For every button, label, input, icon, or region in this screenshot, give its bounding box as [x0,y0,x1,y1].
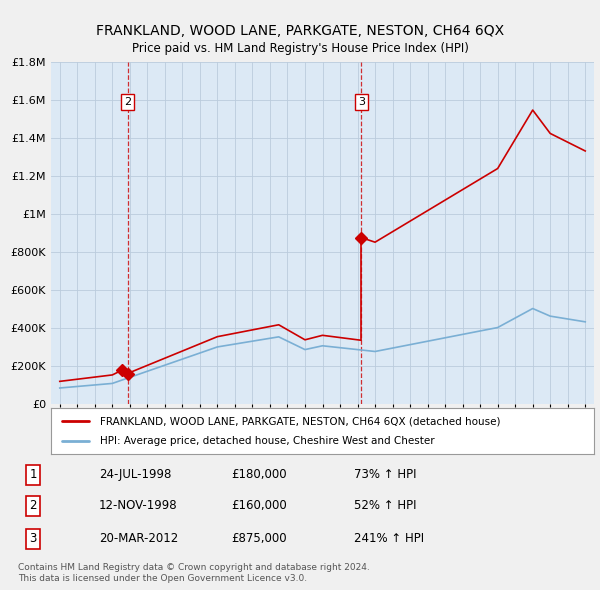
Text: 1: 1 [29,468,37,481]
Text: 52% ↑ HPI: 52% ↑ HPI [354,499,416,513]
Text: 241% ↑ HPI: 241% ↑ HPI [354,532,424,546]
Text: 3: 3 [29,532,37,546]
Text: FRANKLAND, WOOD LANE, PARKGATE, NESTON, CH64 6QX (detached house): FRANKLAND, WOOD LANE, PARKGATE, NESTON, … [100,416,500,426]
Text: FRANKLAND, WOOD LANE, PARKGATE, NESTON, CH64 6QX: FRANKLAND, WOOD LANE, PARKGATE, NESTON, … [96,24,504,38]
Text: 12-NOV-1998: 12-NOV-1998 [99,499,178,513]
Text: £875,000: £875,000 [231,532,287,546]
Text: HPI: Average price, detached house, Cheshire West and Chester: HPI: Average price, detached house, Ches… [100,437,434,447]
Text: £160,000: £160,000 [231,499,287,513]
Text: 20-MAR-2012: 20-MAR-2012 [99,532,178,546]
Text: 3: 3 [358,97,365,107]
Text: 2: 2 [124,97,131,107]
Text: Price paid vs. HM Land Registry's House Price Index (HPI): Price paid vs. HM Land Registry's House … [131,42,469,55]
Text: £180,000: £180,000 [231,468,287,481]
Text: 24-JUL-1998: 24-JUL-1998 [99,468,172,481]
Text: 73% ↑ HPI: 73% ↑ HPI [354,468,416,481]
Text: Contains HM Land Registry data © Crown copyright and database right 2024.
This d: Contains HM Land Registry data © Crown c… [18,563,370,583]
Text: 2: 2 [29,499,37,513]
